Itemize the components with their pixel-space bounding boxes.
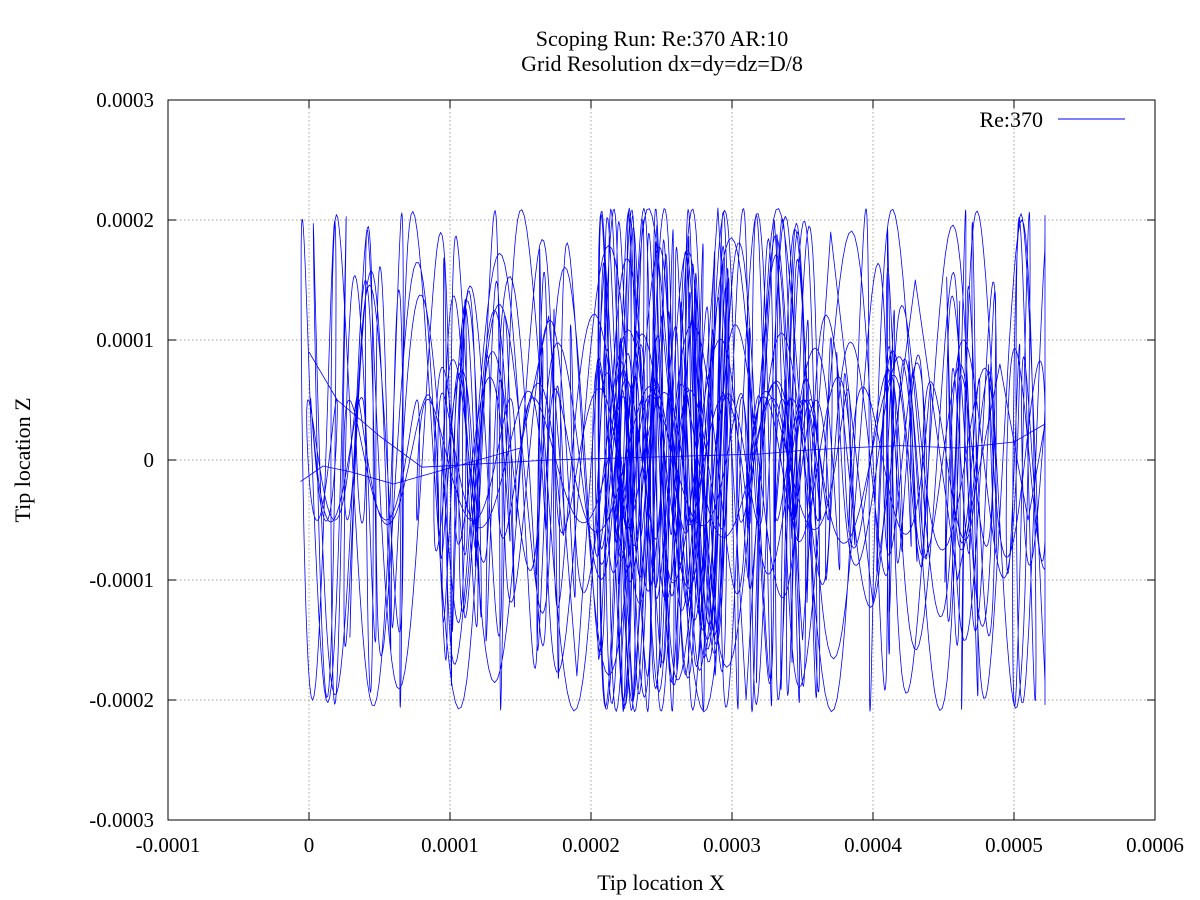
y-axis-label: Tip location Z — [10, 397, 35, 522]
y-tick-label: -0.0003 — [89, 808, 154, 832]
ticks: -0.0001 0 0.0001 0.0002 0.0003 0.0004 0.0005 0.… — [89, 88, 1184, 857]
series-trajectory — [300, 207, 1046, 713]
x-tick-label: 0.0005 — [985, 833, 1043, 857]
legend-label: Re:370 — [979, 107, 1043, 132]
chart-title: Scoping Run: Re:370 AR:10 — [536, 26, 788, 51]
x-tick-label: 0.0001 — [421, 833, 479, 857]
x-tick-label: 0.0002 — [562, 833, 620, 857]
legend: Re:370 — [979, 107, 1125, 132]
chart-subtitle: Grid Resolution dx=dy=dz=D/8 — [521, 51, 803, 76]
x-tick-label: 0 — [304, 833, 315, 857]
y-tick-label: -0.0001 — [89, 568, 154, 592]
y-tick-label: 0 — [144, 448, 155, 472]
x-axis-label: Tip location X — [597, 870, 725, 895]
x-tick-label: 0.0003 — [703, 833, 761, 857]
y-tick-label: 0.0001 — [96, 328, 154, 352]
series-layer — [300, 207, 1046, 713]
plot-frame — [167, 99, 1156, 821]
x-tick-label: 0.0004 — [844, 833, 902, 857]
x-tick-label: -0.0001 — [136, 833, 201, 857]
y-tick-label: 0.0003 — [96, 88, 154, 112]
x-tick-label: 0.0006 — [1126, 833, 1184, 857]
y-tick-label: 0.0002 — [96, 208, 154, 232]
y-tick-label: -0.0002 — [89, 688, 154, 712]
